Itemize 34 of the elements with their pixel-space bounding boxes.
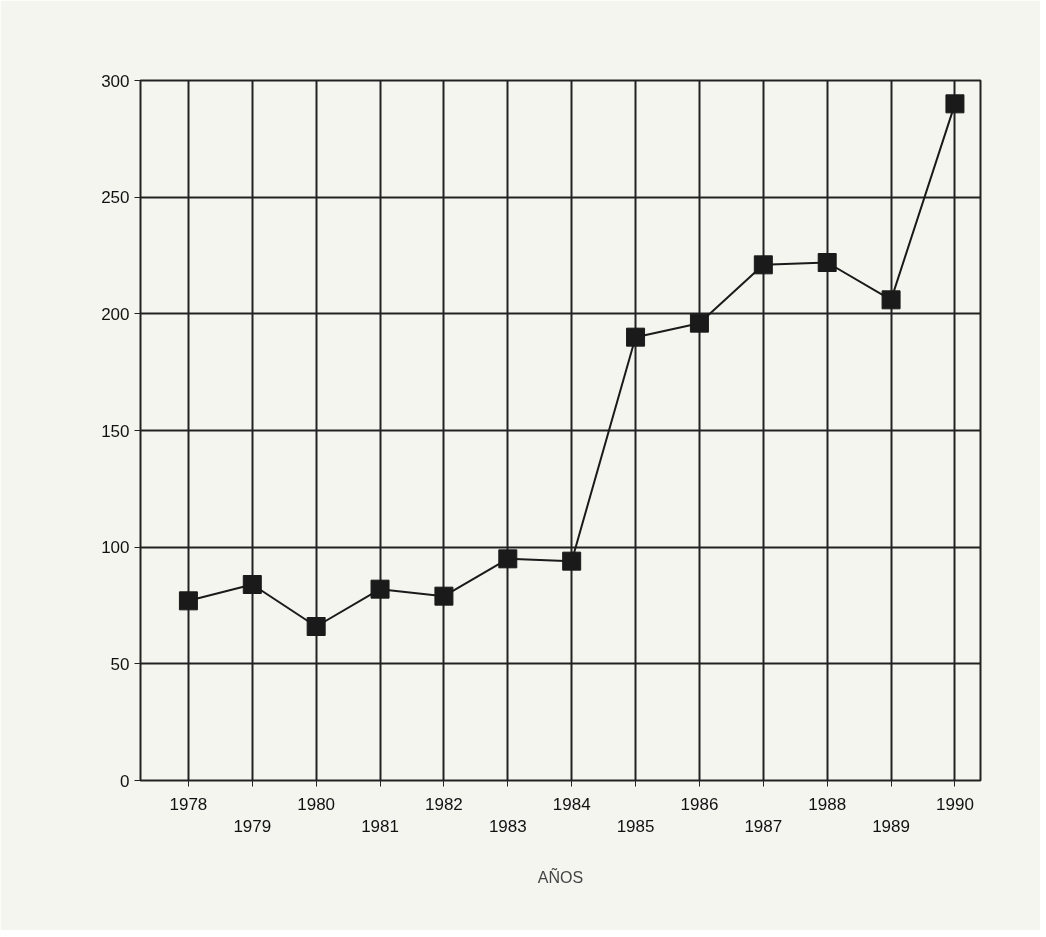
y-tick-label: 50: [110, 654, 130, 674]
x-tick-label: 1980: [297, 794, 336, 814]
point: [178, 591, 198, 611]
x-tick-label: 1990: [936, 794, 974, 814]
x-tick-label: 1979: [233, 817, 272, 837]
point: [562, 551, 582, 571]
x-tick-label: 1986: [680, 794, 719, 814]
point: [817, 253, 837, 272]
y-tick-label: 100: [101, 538, 130, 558]
y-tick-label: 250: [101, 188, 130, 208]
x-tick-label: 1983: [488, 817, 527, 837]
y-tick-label: 300: [101, 71, 130, 91]
y-tick-label: 0: [120, 771, 130, 791]
x-tick-label: 1988: [808, 794, 847, 814]
point: [242, 575, 262, 594]
x-tick-label: 1987: [744, 817, 783, 837]
point: [881, 290, 901, 310]
point: [689, 313, 709, 333]
point: [434, 586, 454, 606]
x-tick-label: 1982: [425, 794, 463, 814]
x-tick-label: 1981: [361, 817, 399, 837]
x-tick-label: 1978: [169, 794, 208, 814]
y-tick-label: 200: [101, 304, 130, 324]
point: [306, 617, 326, 636]
y-tick-label: 150: [101, 421, 130, 441]
x-tick-label: 1984: [552, 794, 591, 814]
x-axis-title: AÑOS: [537, 867, 584, 887]
point: [626, 327, 646, 347]
x-tick-label: 1985: [616, 817, 655, 837]
point: [945, 94, 965, 114]
point: [370, 579, 390, 599]
point: [753, 255, 773, 275]
point: [498, 549, 518, 569]
x-tick-label: 1989: [872, 817, 910, 837]
